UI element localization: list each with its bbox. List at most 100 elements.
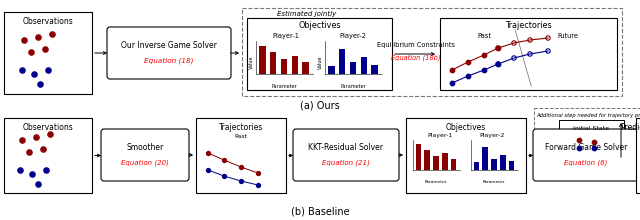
Text: Additional step needed for trajectory prediction: Additional step needed for trajectory pr…: [536, 112, 640, 117]
Point: [463, 74, 473, 78]
Text: Player-1: Player-1: [273, 33, 300, 39]
Bar: [4, 12, 92, 94]
Point: [525, 52, 535, 56]
Bar: [339, 49, 346, 74]
Bar: [440, 18, 617, 90]
Text: KKT-Residual Solver: KKT-Residual Solver: [308, 143, 383, 152]
Point: [33, 35, 43, 39]
Point: [509, 56, 519, 60]
Point: [27, 172, 37, 176]
Text: Value: Value: [248, 55, 253, 69]
Bar: [406, 118, 526, 193]
Point: [203, 151, 213, 155]
Point: [17, 68, 27, 72]
Bar: [350, 62, 356, 74]
Bar: [534, 108, 640, 160]
FancyBboxPatch shape: [101, 129, 189, 181]
Point: [26, 50, 36, 54]
Text: Equation (6): Equation (6): [564, 160, 608, 166]
Point: [236, 165, 246, 169]
Text: Equation (18b): Equation (18b): [391, 55, 441, 61]
Bar: [433, 156, 438, 170]
Bar: [483, 147, 488, 170]
Point: [219, 158, 229, 162]
Point: [525, 38, 535, 42]
Point: [543, 49, 553, 53]
Text: Parameter: Parameter: [271, 84, 297, 90]
Bar: [360, 57, 367, 74]
Point: [543, 36, 553, 40]
Text: Equilibrium Constraints: Equilibrium Constraints: [377, 42, 455, 48]
Point: [45, 132, 55, 136]
Point: [31, 135, 41, 139]
Text: Forward Game Solver: Forward Game Solver: [545, 143, 627, 152]
Point: [493, 46, 503, 50]
Text: Equation (18): Equation (18): [144, 58, 194, 64]
Bar: [302, 62, 308, 74]
Point: [24, 150, 34, 154]
Bar: [509, 161, 515, 170]
FancyBboxPatch shape: [107, 27, 231, 79]
Point: [219, 174, 229, 178]
Bar: [371, 65, 378, 74]
Text: Player-2: Player-2: [339, 33, 366, 39]
Point: [447, 68, 457, 72]
Point: [509, 41, 519, 45]
Bar: [4, 118, 92, 193]
Bar: [281, 59, 287, 74]
Text: (b) Baseline: (b) Baseline: [291, 207, 349, 217]
Bar: [451, 159, 456, 170]
Text: Player-1: Player-1: [427, 134, 452, 139]
Point: [33, 182, 43, 186]
Text: Equation (20): Equation (20): [121, 160, 169, 166]
Bar: [424, 150, 430, 170]
Text: Objectives: Objectives: [298, 22, 340, 31]
Text: Value: Value: [317, 55, 323, 69]
Text: Past: Past: [477, 33, 492, 39]
Point: [47, 32, 57, 36]
Bar: [242, 8, 622, 96]
Bar: [559, 120, 624, 154]
Point: [43, 68, 53, 72]
FancyBboxPatch shape: [533, 129, 639, 181]
Point: [38, 147, 48, 151]
Bar: [442, 153, 447, 170]
Point: [574, 146, 584, 150]
Text: Estimated jointly: Estimated jointly: [277, 11, 336, 17]
Bar: [259, 46, 266, 74]
Point: [15, 168, 25, 172]
Text: Our Inverse Game Solver: Our Inverse Game Solver: [121, 42, 217, 51]
Point: [40, 47, 50, 51]
Text: Player-2: Player-2: [480, 134, 505, 139]
Text: Initial State: Initial State: [573, 125, 609, 130]
Bar: [474, 162, 479, 170]
Bar: [328, 66, 335, 74]
Point: [35, 82, 45, 86]
Bar: [196, 118, 286, 193]
Text: (a) Ours: (a) Ours: [300, 101, 340, 111]
Point: [574, 138, 584, 142]
Text: Parameter: Parameter: [425, 180, 447, 184]
Point: [479, 68, 489, 72]
Text: Trajectories: Trajectories: [505, 22, 552, 31]
FancyBboxPatch shape: [293, 129, 399, 181]
Bar: [415, 145, 421, 170]
Point: [493, 62, 503, 66]
Point: [19, 38, 29, 42]
Point: [17, 138, 27, 142]
Point: [493, 46, 503, 50]
Bar: [247, 18, 392, 90]
Text: Parameter: Parameter: [483, 180, 505, 184]
Text: Past: Past: [234, 134, 248, 139]
Text: Parameter: Parameter: [340, 84, 366, 90]
Text: Objectives: Objectives: [446, 123, 486, 132]
Point: [479, 53, 489, 57]
Text: Future: Future: [557, 33, 578, 39]
Text: Trajectories: Trajectories: [219, 123, 263, 132]
Point: [447, 81, 457, 85]
Point: [253, 183, 263, 187]
Point: [253, 171, 263, 175]
Bar: [291, 56, 298, 74]
Text: Equation (21): Equation (21): [322, 160, 370, 166]
Point: [41, 168, 51, 172]
